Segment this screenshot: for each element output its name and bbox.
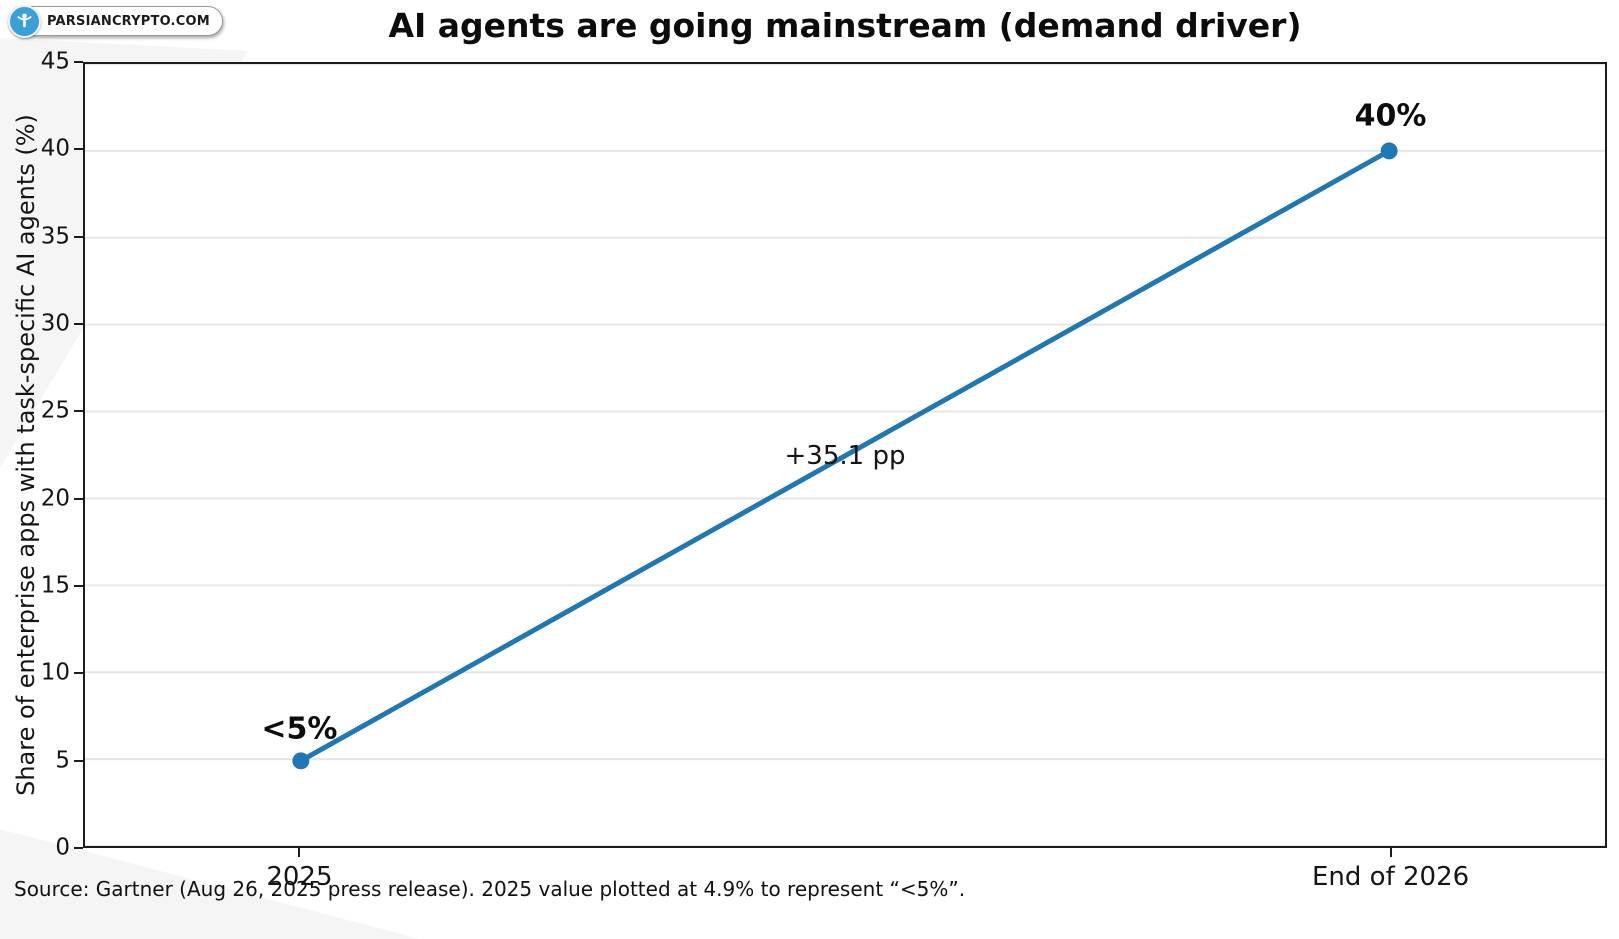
source-note: Source: Gartner (Aug 26, 2025 press rele… bbox=[14, 877, 966, 901]
y-tick-mark bbox=[74, 585, 83, 587]
x-tick-label: End of 2026 bbox=[1311, 862, 1470, 892]
parsiancrypto-logo-icon bbox=[8, 5, 41, 38]
data-point-marker bbox=[292, 752, 310, 770]
y-tick-label: 5 bbox=[55, 747, 70, 774]
y-axis-label: Share of enterprise apps with task-speci… bbox=[12, 114, 40, 796]
site-logo-text: PARSIANCRYPTO.COM bbox=[47, 13, 210, 29]
y-tick-label: 45 bbox=[40, 48, 70, 75]
x-tick-label: 2025 bbox=[266, 862, 333, 892]
y-tick-mark bbox=[74, 672, 83, 675]
point-value-label: 40% bbox=[1354, 98, 1427, 134]
y-tick-label: 35 bbox=[40, 223, 70, 250]
y-tick-mark bbox=[74, 497, 83, 500]
line-chart-svg bbox=[85, 64, 1605, 846]
delta-annotation: +35.1 pp bbox=[784, 440, 906, 471]
plot-area bbox=[83, 62, 1607, 848]
y-tick-mark bbox=[74, 410, 83, 413]
chart-title: AI agents are going mainstream (demand d… bbox=[388, 6, 1302, 45]
y-tick-mark bbox=[74, 759, 83, 762]
y-tick-label: 40 bbox=[40, 135, 70, 162]
y-tick-label: 30 bbox=[40, 310, 70, 337]
y-tick-mark bbox=[74, 323, 83, 325]
x-tick-mark bbox=[298, 848, 301, 857]
y-tick-label: 25 bbox=[40, 397, 70, 424]
data-line bbox=[298, 148, 1392, 764]
y-tick-mark bbox=[74, 235, 83, 238]
data-point-marker bbox=[1380, 142, 1398, 160]
y-tick-mark bbox=[74, 148, 83, 151]
y-tick-label: 20 bbox=[40, 485, 70, 512]
y-tick-mark bbox=[74, 847, 83, 849]
site-logo-badge: PARSIANCRYPTO.COM bbox=[8, 5, 223, 38]
y-tick-mark bbox=[74, 61, 83, 63]
x-tick-mark bbox=[1389, 848, 1392, 857]
y-tick-label: 0 bbox=[55, 834, 70, 861]
y-tick-label: 10 bbox=[40, 659, 70, 686]
y-tick-label: 15 bbox=[40, 572, 70, 599]
point-value-label: <5% bbox=[261, 711, 338, 747]
